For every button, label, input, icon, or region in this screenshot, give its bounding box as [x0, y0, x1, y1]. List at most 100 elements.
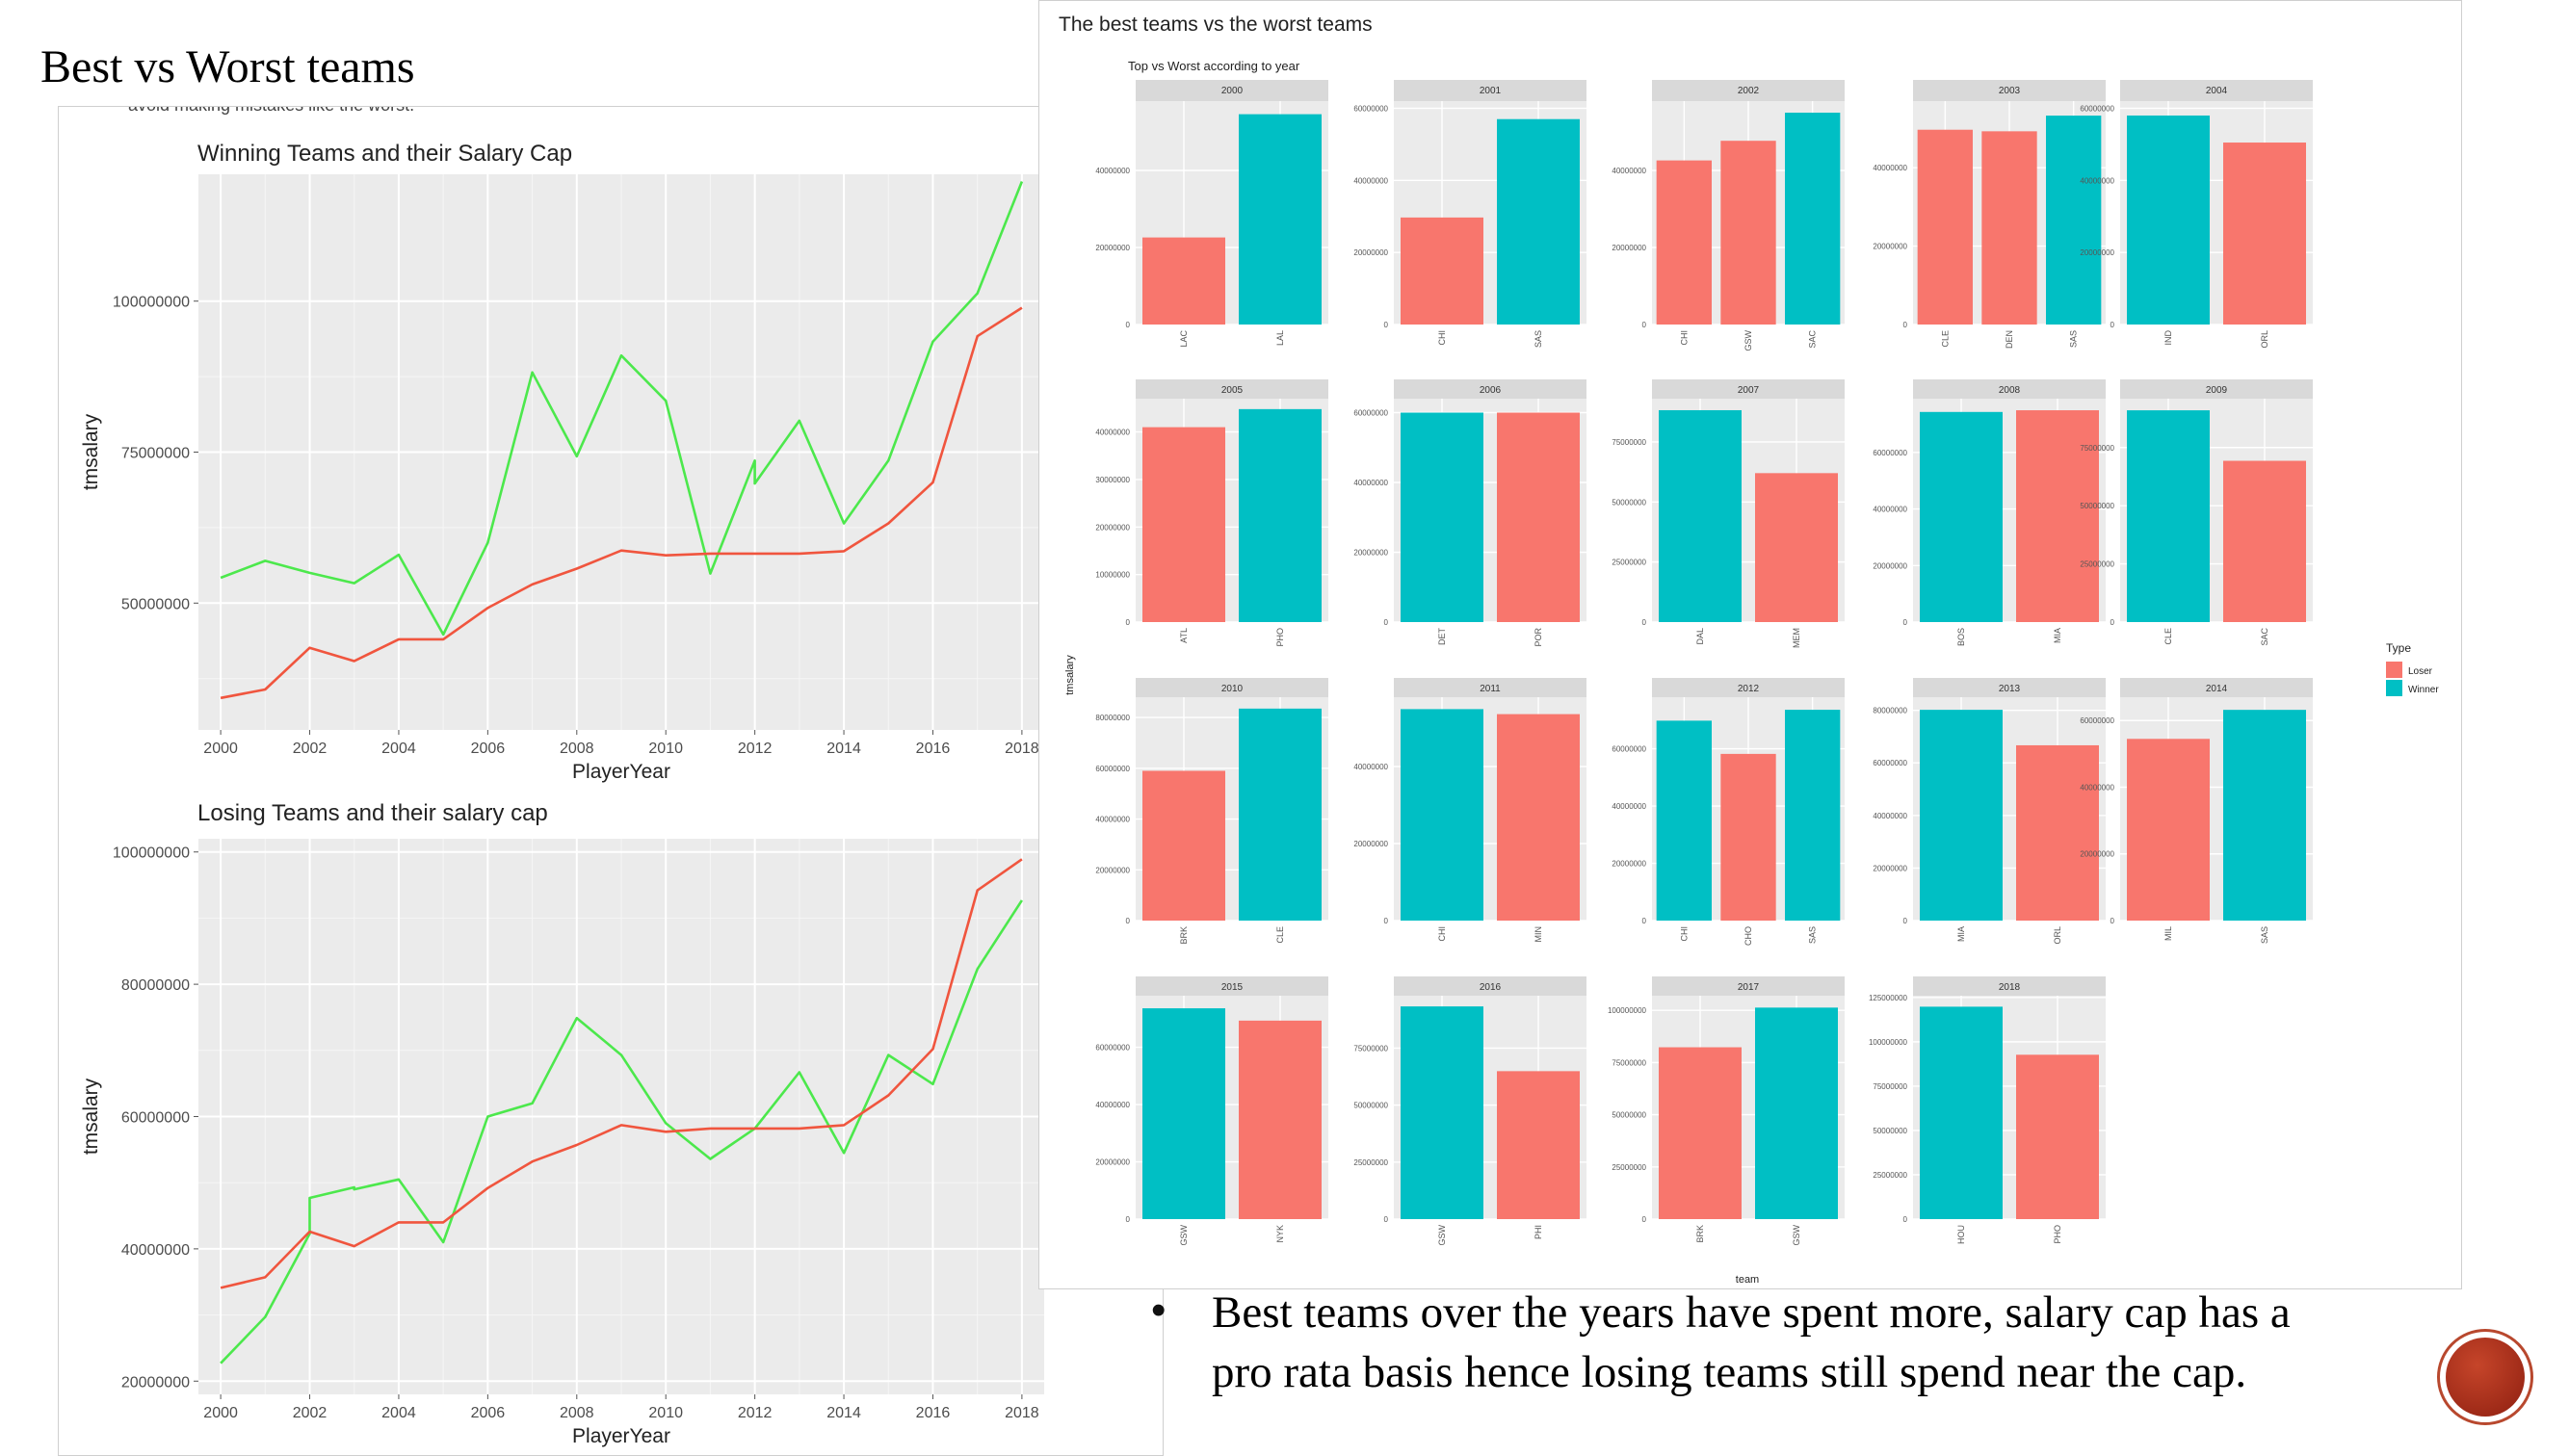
y-tick-label: 75000000	[1353, 1044, 1388, 1053]
x-tick-label: SAC	[1808, 330, 1818, 349]
y-tick-label: 0	[1384, 1215, 1389, 1224]
line-charts: Winning Teams and their Salary Cap 500000…	[80, 141, 1044, 1447]
y-tick-label: 50000000	[1873, 1127, 1907, 1135]
bar-den	[1981, 131, 2037, 325]
y-tick-label: 60000000	[1095, 1044, 1130, 1053]
y-tick-label: 50000000	[121, 596, 190, 612]
x-tick-label: DAL	[1695, 628, 1705, 645]
y-tick-label: 20000000	[1873, 561, 1907, 570]
y-tick-label: 80000000	[1873, 707, 1907, 715]
bar-chi	[1656, 160, 1712, 325]
bar-cle	[1239, 708, 1322, 921]
facet-strip	[1136, 678, 1328, 697]
x-tick-label: 2002	[293, 1405, 328, 1421]
facet-strip	[1136, 379, 1328, 399]
y-tick-label: 40000000	[121, 1242, 190, 1259]
bar-pho	[2016, 1054, 2099, 1219]
legend-swatch-loser	[2386, 662, 2402, 678]
facet-2011: 2011 0 20000000 40000000 CHI MIN	[1353, 678, 1586, 943]
y-tick-label: 50000000	[1612, 1111, 1646, 1120]
bar-bos	[1920, 411, 2003, 622]
bar-orl	[2223, 143, 2306, 325]
bar-sac	[2223, 460, 2306, 622]
y-tick-label: 20000000	[2080, 248, 2114, 257]
y-tick-label: 40000000	[2080, 783, 2114, 792]
x-tick-label: NYK	[1275, 1225, 1285, 1243]
y-tick-label: 0	[1126, 321, 1131, 329]
y-tick-label: 125000000	[1869, 994, 1908, 1002]
y-tick-label: 60000000	[1353, 104, 1388, 113]
x-tick-label: 2006	[471, 1405, 506, 1421]
facet-label: 2015	[1221, 982, 1244, 993]
facet-strip	[1913, 976, 2106, 996]
facet-2001: 2001 0 20000000 40000000 60000000 CHI SAS	[1353, 80, 1586, 348]
facet-strip	[2120, 678, 2313, 697]
facet-label: 2004	[2206, 86, 2228, 96]
x-tick-label: 2008	[560, 741, 594, 757]
y-tick-label: 40000000	[1353, 176, 1388, 185]
facet-label: 2012	[1738, 684, 1760, 694]
y-tick-label: 25000000	[1612, 559, 1646, 567]
facet-label: 2007	[1738, 385, 1760, 396]
legend-title: Type	[2386, 641, 2411, 655]
y-tick-label: 0	[1126, 618, 1131, 627]
y-tick-label: 40000000	[1095, 167, 1130, 175]
x-tick-label: PHO	[2053, 1225, 2062, 1244]
y-tick-label: 60000000	[1353, 409, 1388, 418]
bar-brk	[1142, 770, 1225, 921]
y-tick-label: 60000000	[2080, 104, 2114, 113]
x-tick-label: 2016	[916, 1405, 951, 1421]
facet-label: 2010	[1221, 684, 1244, 694]
y-tick-label: 0	[1903, 618, 1908, 627]
y-tick-label: 0	[2110, 618, 2115, 627]
y-tick-label: 80000000	[1095, 714, 1130, 722]
bar-chi	[1656, 720, 1712, 921]
bar-phi	[1497, 1071, 1580, 1219]
facet-2017: 2017 0 25000000 50000000 75000000 100000000 BR…	[1608, 976, 1845, 1246]
x-tick-label: ORL	[2260, 330, 2269, 349]
x-tick-label: CLE	[1275, 926, 1285, 944]
x-tick-label: 2004	[381, 1405, 416, 1421]
y-tick-label: 0	[1903, 321, 1908, 329]
x-tick-label: DET	[1437, 627, 1447, 645]
x-tick-label: MIN	[1534, 926, 1543, 943]
x-tick-label: ATL	[1179, 628, 1189, 643]
y-tick-label: 40000000	[1873, 164, 1907, 172]
x-tick-label: MIA	[2053, 628, 2062, 643]
legend-label: Loser	[2408, 666, 2433, 677]
facet-label: 2000	[1221, 86, 1244, 96]
bar-nyk	[1239, 1020, 1322, 1219]
bar-cle	[2127, 410, 2210, 622]
x-tick-label: 2012	[738, 741, 773, 757]
y-tick-label: 60000000	[2080, 716, 2114, 725]
x-tick-label: SAS	[1808, 926, 1818, 944]
y-tick-label: 75000000	[1873, 1082, 1907, 1091]
x-tick-label: GSW	[1437, 1224, 1447, 1245]
facet-2018: 2018 0 25000000 50000000 75000000 100000000 12…	[1869, 976, 2106, 1244]
y-tick-label: 40000000	[2080, 176, 2114, 185]
y-tick-label: 0	[1903, 917, 1908, 925]
facet-label: 2013	[1999, 684, 2021, 694]
x-tick-label: ORL	[2053, 926, 2062, 945]
legend: Type Loser Winner	[2386, 641, 2439, 696]
y-tick-label: 40000000	[1353, 479, 1388, 487]
facet-label: 2017	[1738, 982, 1760, 993]
y-tick-label: 40000000	[1095, 429, 1130, 437]
x-tick-label: GSW	[1743, 329, 1753, 351]
facet-strip	[1136, 976, 1328, 996]
bar-sas	[2046, 116, 2102, 325]
y-tick-label: 40000000	[1353, 763, 1388, 771]
y-tick-label: 25000000	[1612, 1163, 1646, 1172]
facet-strip	[1652, 379, 1845, 399]
y-tick-label: 100000000	[113, 845, 190, 862]
x-tick-label: 2010	[648, 1405, 683, 1421]
bullet-marker: •	[1151, 1287, 1167, 1334]
x-tick-label: MIL	[2163, 926, 2173, 941]
bar-cho	[1720, 753, 1776, 921]
x-axis-label: PlayerYear	[572, 1425, 670, 1447]
y-tick-label: 20000000	[1612, 244, 1646, 252]
bar-chart: The best teams vs the worst teams Top vs …	[1059, 13, 2439, 1286]
y-tick-label: 0	[1642, 618, 1647, 627]
x-tick-label: 2004	[381, 741, 416, 757]
bar-atl	[1142, 427, 1225, 622]
